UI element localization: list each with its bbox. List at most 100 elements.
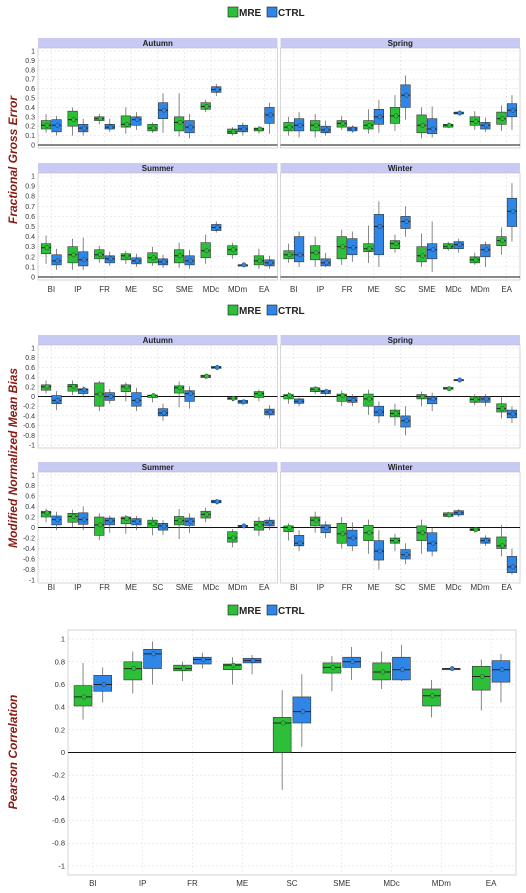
mre-mdm-mean-point — [473, 397, 479, 402]
ctrl-mdm-box — [237, 523, 248, 529]
mre-ip-box — [310, 236, 321, 267]
y-tick-label: -0.6 — [52, 816, 65, 825]
ctrl-sc-box — [400, 75, 411, 120]
mre-mdm-mean-point — [230, 247, 236, 253]
mre-mdm-mean-point — [230, 535, 236, 541]
mre-sme-box — [416, 391, 427, 407]
ctrl-mdc-box — [453, 110, 464, 116]
ctrl-fr-box — [104, 118, 115, 132]
x-tick-label: EA — [259, 583, 270, 592]
x-tick-label: SME — [418, 583, 435, 592]
y-axis-label: Pearson Correlation — [6, 695, 20, 810]
mre-ip-box — [67, 509, 78, 528]
x-tick-label: EA — [501, 583, 512, 592]
ctrl-sc-mean-point — [404, 219, 409, 224]
ctrl-ea-mean-point — [499, 667, 505, 673]
mre-sc-box — [389, 95, 401, 131]
mre-ea-box — [253, 517, 265, 536]
y-tick-label: 0.4 — [55, 703, 65, 712]
ctrl-me-box — [373, 201, 384, 267]
mre-fr-mean-point — [97, 252, 103, 258]
mre-me-mean-point — [230, 662, 236, 668]
mre-fr-box — [94, 245, 105, 263]
mre-mdm-mean-point — [230, 129, 236, 135]
ctrl-me-mean-point — [377, 409, 383, 415]
mre-sme-mean-point — [177, 385, 183, 391]
ctrl-mdm-mean-point — [483, 247, 489, 253]
ctrl-bi-box — [293, 530, 305, 552]
mre-bi-box — [40, 113, 52, 133]
panel-autumn: Autumn 0 0.1 0.2 0.3 0.4 0.5 0.6 0.7 0.8 0.9 1 — [25, 38, 278, 150]
panel-autumn: Autumn -1 -0.8 -0.6 -0.4 -0.2 0 0.2 0.4 0.6 0.8 1 — [23, 335, 278, 450]
x-tick-label: SC — [152, 583, 163, 592]
ctrl-sc-box — [400, 543, 411, 565]
ctrl-sme-iqr — [184, 390, 195, 402]
y-tick-label: 0.6 — [25, 365, 35, 372]
y-tick-label: 0.4 — [25, 234, 35, 241]
legend-label-ctrl: CTRL — [278, 8, 305, 19]
y-tick-label: 0.8 — [25, 355, 35, 362]
ctrl-ea-box — [506, 95, 518, 130]
y-tick-label: 0.3 — [25, 114, 35, 121]
ctrl-me-mean-point — [135, 258, 140, 264]
ctrl-me-mean-point — [377, 548, 383, 554]
ctrl-mdc-mean-point — [457, 242, 463, 248]
mre-fr-box — [94, 513, 105, 541]
ctrl-ip-mean-point — [324, 260, 330, 266]
ctrl-mdm-box — [237, 262, 248, 268]
mre-ea-mean-point — [257, 258, 263, 264]
ctrl-fr-box — [104, 251, 115, 266]
mre-ea-box — [253, 389, 265, 402]
panel-winter: Winter — [280, 163, 521, 281]
x-tick-label: FR — [99, 583, 110, 592]
ctrl-ea-box — [264, 405, 275, 419]
ctrl-mdm-mean-point — [449, 666, 455, 671]
ctrl-ip-box — [78, 386, 89, 398]
ctrl-fr-mean-point — [350, 126, 356, 132]
mre-ip-box — [310, 113, 321, 138]
ctrl-me-box — [242, 654, 262, 675]
mre-mdc-mean-point — [204, 511, 210, 517]
mre-bi-box — [40, 508, 52, 523]
x-tick-label: ME — [368, 583, 380, 592]
ctrl-ip-box — [320, 252, 331, 267]
ctrl-ea-box — [491, 653, 511, 703]
mre-ea-box — [471, 659, 491, 711]
mre-ea-box — [253, 126, 265, 134]
ctrl-mdm-box — [441, 666, 461, 671]
ctrl-ea-box — [506, 183, 518, 242]
ctrl-sme-box — [184, 113, 195, 139]
mre-me-mean-point — [366, 396, 372, 402]
mre-sc-box — [389, 403, 401, 426]
mre-fr-box — [173, 661, 192, 682]
panel-title: Autumn — [143, 39, 173, 48]
y-tick-label: 0.9 — [25, 58, 35, 65]
ctrl-mdc-mean-point — [214, 225, 220, 230]
ctrl-sme-mean-point — [188, 258, 194, 264]
ctrl-ip-box — [78, 506, 89, 531]
x-tick-label: EA — [259, 285, 270, 294]
x-tick-label: IP — [317, 583, 325, 592]
ctrl-ip-box — [320, 388, 331, 396]
ctrl-me-box — [373, 401, 384, 424]
ctrl-bi-box — [51, 511, 62, 531]
ctrl-me-box — [373, 99, 384, 133]
mre-sc-box — [147, 517, 158, 536]
mre-sme-mean-point — [177, 120, 183, 125]
ctrl-sc-box — [292, 674, 312, 747]
ctrl-sc-box — [400, 406, 411, 436]
mre-fr-mean-point — [340, 120, 346, 126]
mre-me-mean-point — [366, 246, 372, 252]
ctrl-bi-mean-point — [297, 398, 303, 404]
mre-sme-mean-point — [420, 530, 425, 536]
mre-sme-mean-point — [177, 253, 183, 259]
ctrl-sc-box — [400, 206, 411, 237]
mre-ea-box — [496, 524, 507, 557]
y-tick-label: 0.1 — [25, 264, 35, 271]
mre-mdc-box — [200, 234, 211, 264]
mre-ip-box — [67, 380, 78, 396]
ctrl-mdm-mean-point — [241, 399, 247, 405]
mre-mdm-box — [422, 679, 441, 718]
ctrl-ip-box — [320, 120, 331, 136]
panel-spring: Spring — [280, 38, 521, 149]
